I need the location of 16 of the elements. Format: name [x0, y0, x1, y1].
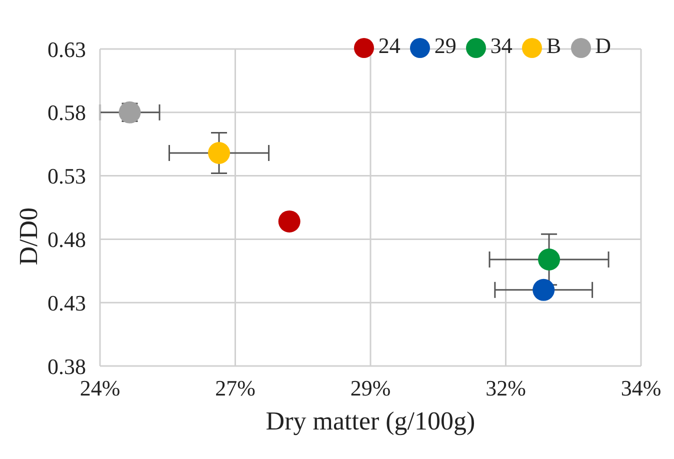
- y-tick-label: 0.53: [48, 164, 86, 189]
- y-tick-label: 0.43: [48, 290, 86, 316]
- legend-label: 34: [490, 33, 512, 58]
- legend-label: B: [546, 33, 562, 58]
- y-tick-label: 0.63: [48, 36, 86, 62]
- legend-label: 29: [434, 33, 456, 58]
- y-axis-title: D/D0: [14, 208, 44, 266]
- x-tick-label: 27%: [215, 376, 256, 401]
- y-tick-label: 0.58: [48, 100, 86, 126]
- legend-label: D: [595, 33, 611, 58]
- legend-label: 24: [378, 33, 400, 58]
- x-axis-title: Dry matter (g/100g): [266, 406, 476, 436]
- x-tick-label: 29%: [350, 376, 391, 401]
- y-tick-label: 0.48: [48, 227, 86, 252]
- x-tick-label: 34%: [620, 376, 662, 401]
- x-tick-label: 32%: [486, 376, 526, 401]
